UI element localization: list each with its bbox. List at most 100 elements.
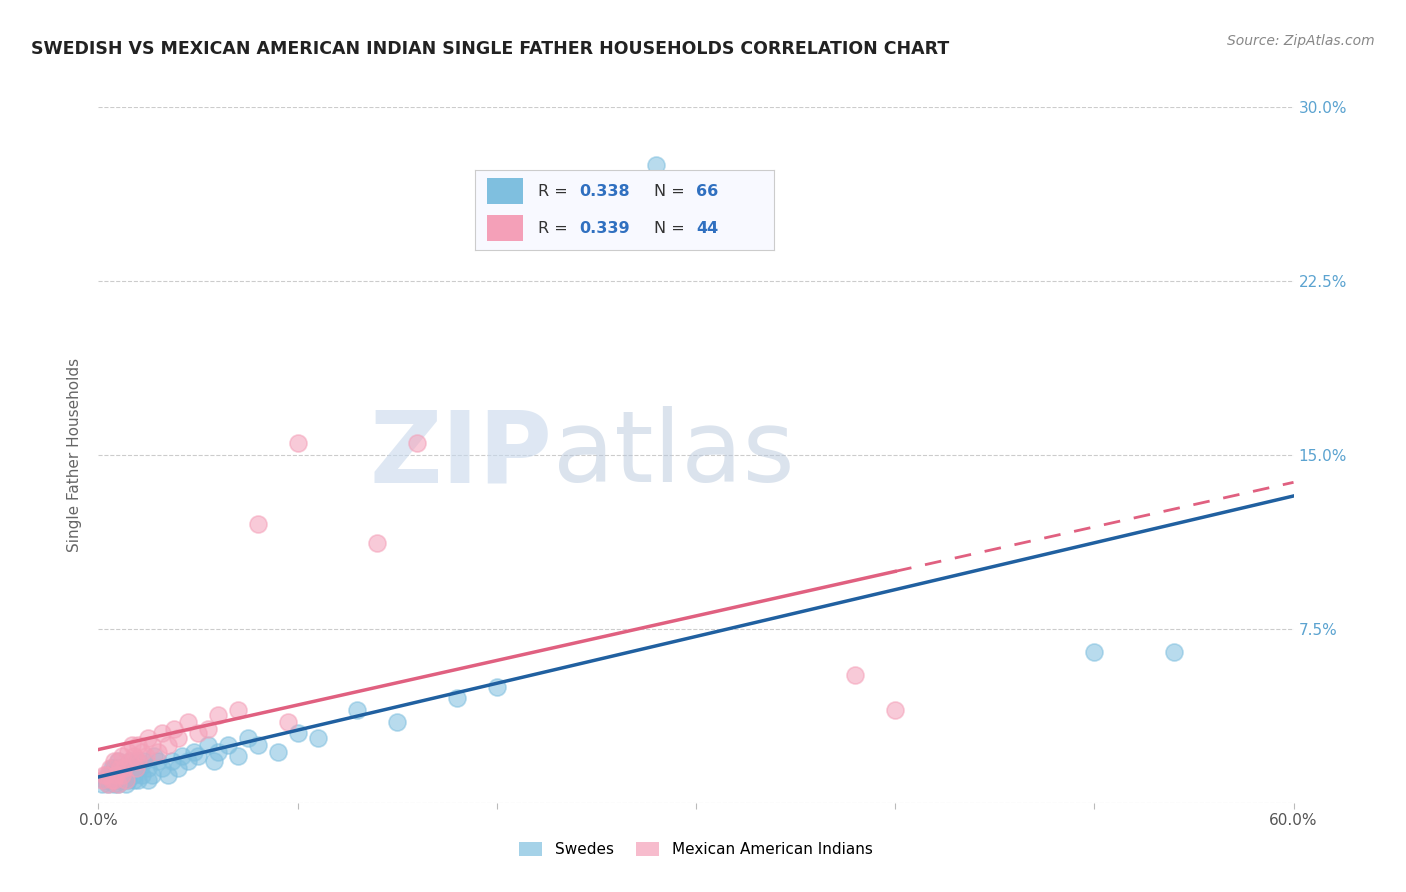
Text: R =: R =	[537, 184, 572, 199]
Point	[125, 761, 148, 775]
Point	[96, 772, 118, 787]
Point	[96, 768, 118, 782]
Point	[217, 738, 239, 752]
Point	[307, 731, 329, 745]
Text: atlas: atlas	[553, 407, 794, 503]
Text: Source: ZipAtlas.com: Source: ZipAtlas.com	[1227, 34, 1375, 48]
Point	[177, 714, 200, 729]
Point	[110, 768, 132, 782]
Point	[111, 749, 134, 764]
Point	[107, 761, 129, 775]
Point	[117, 772, 139, 787]
Text: 0.338: 0.338	[579, 184, 630, 199]
Point	[115, 772, 138, 787]
Text: 44: 44	[696, 220, 718, 235]
Point	[167, 761, 190, 775]
Point	[121, 761, 143, 775]
Point	[107, 754, 129, 768]
Point	[117, 768, 139, 782]
Point	[207, 745, 229, 759]
Point	[136, 731, 159, 745]
Point	[157, 768, 180, 782]
Point	[107, 777, 129, 791]
Point	[105, 772, 128, 787]
Point	[197, 738, 219, 752]
Point	[406, 436, 429, 450]
Point	[167, 731, 190, 745]
Point	[246, 517, 269, 532]
Point	[103, 777, 125, 791]
Point	[236, 731, 259, 745]
Point	[163, 722, 186, 736]
Point	[110, 772, 132, 787]
Point	[125, 761, 148, 775]
Point	[101, 761, 124, 775]
Point	[112, 772, 135, 787]
Point	[124, 749, 146, 764]
Point	[366, 536, 388, 550]
Point	[121, 738, 143, 752]
FancyBboxPatch shape	[486, 178, 523, 204]
Point	[446, 691, 468, 706]
Point	[187, 726, 209, 740]
Point	[844, 668, 866, 682]
Point	[103, 761, 125, 775]
Text: ZIP: ZIP	[370, 407, 553, 503]
Point	[91, 772, 114, 787]
Point	[91, 777, 114, 791]
Point	[110, 761, 132, 775]
Point	[120, 754, 142, 768]
Point	[157, 738, 180, 752]
Point	[127, 754, 149, 768]
Point	[112, 761, 135, 775]
Point	[226, 749, 249, 764]
Point	[101, 772, 124, 787]
Point	[131, 745, 153, 759]
Point	[385, 714, 409, 729]
Y-axis label: Single Father Households: Single Father Households	[67, 358, 83, 552]
Text: N =: N =	[654, 220, 690, 235]
Text: 0.339: 0.339	[579, 220, 630, 235]
Point	[141, 738, 163, 752]
Point	[172, 749, 194, 764]
Point	[124, 772, 146, 787]
Point	[103, 772, 125, 787]
Point	[884, 703, 907, 717]
Point	[160, 754, 183, 768]
Point	[93, 768, 115, 782]
Text: R =: R =	[537, 220, 572, 235]
Point	[346, 703, 368, 717]
Point	[98, 768, 122, 782]
Point	[287, 726, 309, 740]
Point	[148, 745, 170, 759]
Point	[103, 754, 125, 768]
Point	[246, 738, 269, 752]
Point	[645, 158, 668, 172]
Point	[101, 772, 124, 787]
Point	[127, 772, 149, 787]
Point	[148, 754, 170, 768]
Point	[112, 768, 135, 782]
Point	[111, 768, 134, 782]
Text: SWEDISH VS MEXICAN AMERICAN INDIAN SINGLE FATHER HOUSEHOLDS CORRELATION CHART: SWEDISH VS MEXICAN AMERICAN INDIAN SINGL…	[31, 40, 949, 58]
Point	[267, 745, 290, 759]
Legend: Swedes, Mexican American Indians: Swedes, Mexican American Indians	[512, 834, 880, 864]
Point	[117, 745, 139, 759]
Point	[226, 703, 249, 717]
Point	[136, 761, 159, 775]
Point	[127, 754, 149, 768]
Point	[485, 680, 508, 694]
Point	[120, 754, 142, 768]
Point	[202, 754, 225, 768]
Point	[1163, 645, 1185, 659]
Point	[93, 772, 115, 787]
Point	[277, 714, 299, 729]
Point	[98, 761, 122, 775]
Point	[177, 754, 200, 768]
Point	[97, 768, 120, 782]
Point	[287, 436, 309, 450]
FancyBboxPatch shape	[486, 215, 523, 241]
Point	[97, 777, 120, 791]
Point	[115, 777, 138, 791]
Point	[97, 777, 120, 791]
